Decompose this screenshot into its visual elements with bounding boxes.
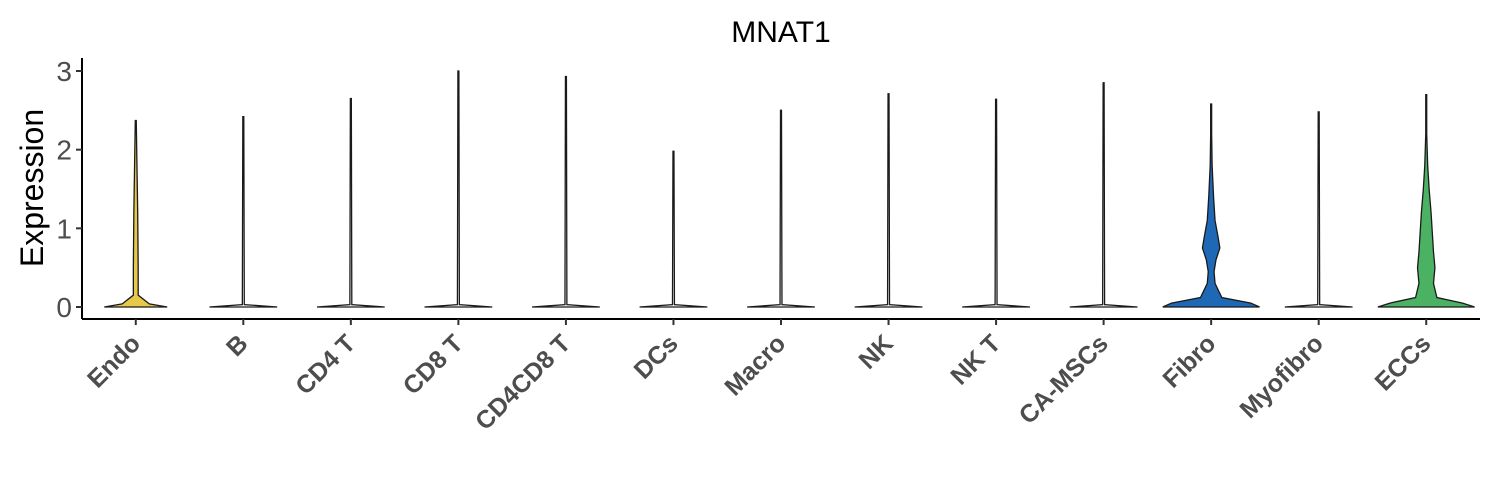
violin-cd4cd8-t [532, 75, 600, 308]
violin-dcs [639, 150, 708, 308]
y-axis: 0 1 2 3 [56, 56, 83, 323]
x-tick-label: DCs [629, 329, 684, 384]
x-tick-label: Endo [82, 329, 146, 393]
violin-cd8-t [424, 70, 493, 308]
x-tick-label: NK [853, 329, 898, 374]
violin-endo [104, 119, 168, 308]
x-tick-label: NK T [945, 329, 1006, 390]
x-axis: Endo B CD4 T CD8 T CD4CD8 T DCs Macro NK NK T CA-… [82, 318, 1480, 436]
chart-title: MNAT1 [731, 16, 830, 49]
y-tick-label: 3 [56, 56, 72, 87]
x-tick-label: CD4 T [290, 329, 361, 400]
x-tick-label: Fibro [1157, 329, 1221, 393]
y-axis-label: Expression [14, 109, 50, 267]
x-tick-label: Myofibro [1235, 329, 1329, 423]
violins [104, 70, 1475, 308]
x-tick-label: ECCs [1370, 329, 1437, 396]
violin-fibro [1162, 103, 1260, 308]
violin-myofibro [1284, 111, 1353, 308]
y-tick-label: 0 [56, 292, 72, 323]
y-tick-label: 2 [56, 135, 72, 166]
violin-ca-mscs [1069, 82, 1138, 308]
violin-nk [854, 93, 923, 308]
x-tick-label: CD4CD8 T [470, 329, 576, 435]
x-tick-label: CD8 T [398, 329, 469, 400]
x-tick-label: B [221, 329, 254, 362]
violin-b [209, 115, 278, 308]
violin-macro [747, 109, 815, 308]
violin-cd4-t [316, 97, 385, 308]
violin-nk-t [962, 98, 1030, 308]
y-tick-label: 1 [56, 213, 72, 244]
violin-eccs [1377, 93, 1475, 308]
x-tick-label: Macro [719, 329, 791, 401]
x-tick-label: CA-MSCs [1014, 329, 1114, 429]
